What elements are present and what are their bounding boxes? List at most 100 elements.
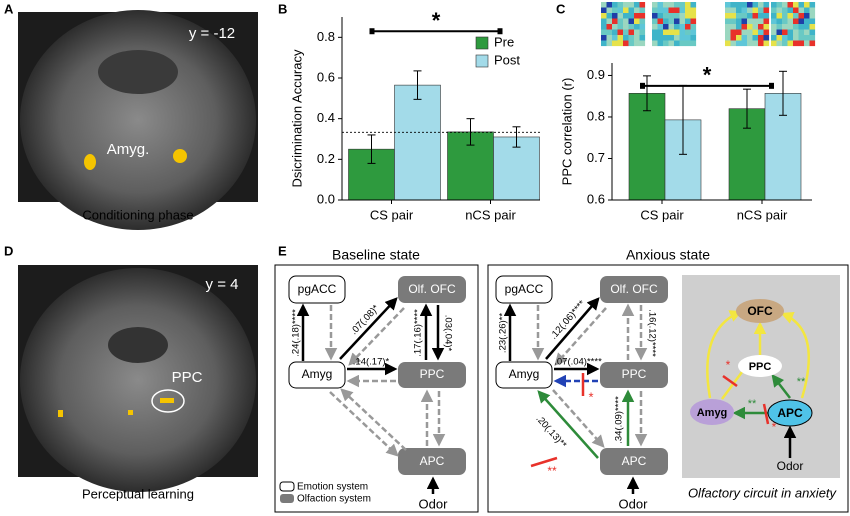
heatmap-cell (634, 18, 640, 25)
edge-label: .34(.09)**** (614, 396, 625, 444)
inset-node (738, 355, 782, 377)
heatmap-cell (668, 29, 675, 36)
heatmap-cell (782, 29, 788, 36)
heatmap-cell (776, 7, 783, 14)
heatmap-cell (747, 24, 753, 30)
heatmap-cell (623, 13, 629, 19)
heatmap-cell (804, 35, 810, 41)
edge-label: .07(.04)**** (554, 357, 602, 368)
heatmap-cell (628, 7, 635, 14)
heatmap-cell (741, 35, 748, 41)
edges (503, 297, 648, 494)
heatmap-cell (787, 7, 794, 14)
node-label: Amyg (697, 407, 728, 419)
heatmap-cell (798, 35, 805, 41)
node-olfaction (398, 276, 466, 303)
heatmap-cell (601, 40, 607, 47)
heatmap-cell (771, 24, 777, 30)
heatmap-cell (685, 24, 691, 30)
heatmap-cell (793, 40, 799, 47)
heatmap-cell (741, 7, 748, 14)
node-label: pgACC (505, 282, 544, 296)
heatmap-cell (663, 29, 669, 36)
heatmap-cell (725, 2, 731, 8)
heatmap-cell (628, 29, 635, 36)
heatmap-cell (771, 13, 777, 19)
heatmap-cell (804, 7, 810, 14)
edge (720, 371, 744, 400)
heatmap-cell (634, 24, 640, 30)
heatmap-cell (652, 13, 658, 19)
y-axis-label: PPC correlation (r) (559, 78, 574, 186)
heatmap-cell (663, 40, 669, 47)
heatmap-cell (736, 2, 742, 8)
heatmap-cell (763, 7, 770, 14)
heatmap-cell (674, 2, 680, 8)
activation-blob (173, 149, 187, 163)
y-tick-label: 0.2 (317, 151, 335, 166)
heatmap-cell (639, 35, 646, 41)
heatmap-cell (634, 2, 640, 8)
legend-swatch (475, 54, 489, 68)
node-olfaction (600, 276, 668, 303)
heatmap-cell (809, 18, 816, 25)
heatmap-cell (725, 24, 731, 30)
heatmap-cell (758, 40, 764, 47)
heatmap-cell (668, 35, 675, 41)
heatmap-cell (725, 35, 731, 41)
heatmap-cell (798, 7, 805, 14)
bracket-end (640, 82, 645, 89)
edge (706, 310, 743, 399)
heatmap-cell (663, 2, 669, 8)
heatmap-cell (612, 24, 618, 30)
heatmap-cell (771, 2, 777, 8)
brain-slice (20, 268, 256, 492)
y-tick-label: 0.8 (587, 108, 605, 123)
significance-mark: * (726, 358, 731, 372)
heatmap-cell (690, 13, 697, 19)
heatmap-cell (628, 35, 635, 41)
heatmap-cell (730, 18, 737, 25)
heatmap-cell (663, 24, 669, 30)
heatmap-cell (623, 18, 629, 25)
heatmap-cell (639, 40, 646, 47)
heatmap-cell (657, 13, 664, 19)
heatmap-cell (763, 29, 770, 36)
node-olfaction (600, 448, 668, 475)
heatmap-cell (652, 24, 658, 30)
heatmap-cell (747, 29, 753, 36)
heatmap-cell (657, 40, 664, 47)
heatmap-cell (787, 2, 794, 8)
legend-label: Olfaction system (297, 494, 371, 505)
heatmap-cell (787, 13, 794, 19)
heatmap-cell (776, 13, 783, 19)
y-tick-label: 0.0 (317, 191, 335, 206)
heatmap-cell (763, 35, 770, 41)
heatmap-cell (617, 2, 624, 8)
region-circle (151, 389, 185, 413)
panel-label: D (4, 243, 13, 258)
heatmap-cell (674, 18, 680, 25)
heatmap-cell (782, 7, 788, 14)
y-tick-label: 0.4 (317, 110, 335, 125)
heatmap-cell (725, 18, 731, 25)
heatmap-cell (623, 35, 629, 41)
legend-label: Pre (494, 34, 514, 49)
edge-label: .24(.18)**** (291, 309, 302, 357)
heatmap-cell (639, 29, 646, 36)
heatmap-cell (787, 29, 794, 36)
edge (545, 297, 600, 360)
x-tick-label: nCS pair (465, 207, 516, 222)
heatmap-cell (685, 18, 691, 25)
heatmap-cell (776, 40, 783, 47)
heatmap-cell (628, 40, 635, 47)
heatmap-cell (741, 18, 748, 25)
heatmap-cell (741, 2, 748, 8)
node-label: pgACC (298, 282, 337, 296)
node-label: PPC (749, 361, 772, 373)
edge-label: .23(.26)** (498, 313, 509, 353)
activation-blob (84, 154, 96, 170)
heatmap-cell (634, 13, 640, 19)
heatmap-cell (601, 29, 607, 36)
